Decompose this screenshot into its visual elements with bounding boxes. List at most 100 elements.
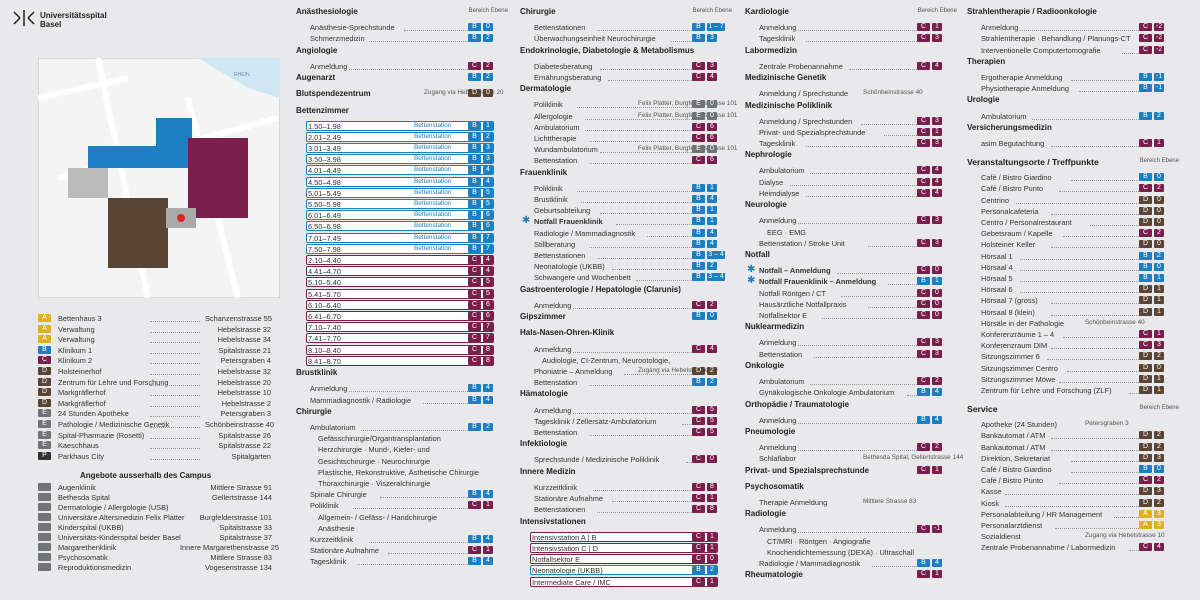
leader (790, 184, 917, 186)
entry-note: Petersgraben 3 (1085, 420, 1129, 428)
entry-note: Bettenstation (414, 155, 452, 163)
building-code: C (917, 310, 930, 319)
entry-label: Poliklinik (534, 183, 563, 193)
entry-label: Poliklinik (534, 100, 563, 110)
leader (883, 134, 917, 136)
building-code: B (692, 228, 705, 237)
building-code: C (917, 443, 930, 452)
floor: 3 (707, 61, 717, 70)
building-code: D (692, 366, 705, 375)
building-code: B (1139, 72, 1152, 81)
leader (1129, 393, 1139, 394)
leader (600, 68, 692, 70)
floor: 1 (707, 206, 717, 215)
floor: 4 (707, 72, 717, 81)
building-code: B (1139, 84, 1152, 93)
floor: 3 (932, 338, 942, 347)
entry-label: 4.50–4.98 (308, 177, 341, 187)
entry-label: Konferenzraum DIM (981, 341, 1048, 351)
section-title: Kardiologie (745, 7, 790, 16)
outside-title: Angebote ausserhalb des Campus (80, 471, 212, 481)
entry-label: Centro / Personalrestaurant (981, 218, 1072, 227)
entry-label: Gefässchirurgie/Organtransplantation (318, 434, 441, 444)
legend-address: Petersgraben 3 (220, 409, 271, 419)
leader (1070, 460, 1139, 462)
outside-label: Kinderspital (UKBB) (58, 523, 124, 533)
leader (1059, 381, 1139, 383)
entry-label: Herzchirurgie · Mund-, Kiefer- und (318, 445, 430, 455)
entry-label: Anmeldung (981, 23, 1019, 33)
building-code: D (38, 398, 51, 407)
leader (150, 321, 200, 322)
building-code: D (1139, 453, 1152, 462)
entry-label: Kiosk (981, 498, 1000, 508)
leader (798, 532, 917, 534)
building-code: D (38, 377, 51, 386)
floor: 0 (1154, 206, 1164, 215)
section-title: Frauenklinik (520, 167, 568, 177)
leader (1051, 314, 1139, 316)
section-title: Bettenzimmer (296, 105, 349, 115)
leader (600, 213, 692, 215)
entry-note: Bettenstation (414, 132, 452, 140)
leader (1020, 30, 1139, 32)
entry-label: Bankautomat / ATM (981, 442, 1046, 452)
section-title: Orthopädie / Traumatologie (745, 399, 850, 409)
leader (1051, 146, 1139, 148)
leader (1016, 202, 1139, 204)
entry-label: Notfall Frauenklinik – Anmeldung (759, 277, 877, 287)
campus-map: RHEIN (38, 58, 280, 298)
entry-note: Bettenstation (414, 244, 452, 252)
building-code: C (917, 188, 930, 197)
floor: 0 (1154, 218, 1164, 226)
building-code: A (38, 314, 51, 322)
entry-label: Tagesklinik (759, 139, 796, 149)
entry-label: 2.01–2.49 (308, 132, 341, 142)
entry-label: Radiologie / Mammadiagnostik (534, 228, 636, 238)
section-title: Augenarzt (296, 73, 336, 83)
entry-label: Anmeldung (759, 443, 797, 453)
outside-address: Burgfelderstrasse 101 (199, 513, 272, 523)
building-code: C (468, 323, 481, 332)
floor: -2 (1154, 45, 1164, 54)
section-title: Innere Medizin (520, 466, 576, 476)
building-code: C (468, 546, 481, 555)
section-title: Intensivstationen (520, 516, 586, 526)
building-code: C (692, 577, 705, 586)
leader (150, 395, 200, 397)
floor: 1 (483, 121, 493, 130)
section-title: Versicherungsmedizin (967, 122, 1052, 132)
building-code: C (917, 127, 930, 136)
legend-label: 24 Stunden Apotheke (58, 409, 129, 419)
building-code: C (692, 122, 705, 131)
floor: 2 (1154, 476, 1164, 485)
leader (1063, 236, 1139, 238)
entry-label: 1.50–1.98 (308, 121, 341, 131)
floor: 4 (483, 557, 493, 566)
floor: 2 (483, 422, 493, 431)
building-code: B (468, 557, 481, 566)
section-title: Neurologie (745, 200, 787, 210)
floor: -1 (1154, 72, 1164, 81)
building-code: B (917, 388, 930, 397)
floor: 2 (483, 132, 493, 141)
entry-label: Stationäre Aufnahme (310, 546, 380, 556)
leader (577, 107, 692, 109)
room-box (306, 243, 494, 254)
building-code: B (917, 415, 930, 424)
entry-label: Hörsaal 6 (981, 285, 1013, 295)
outside-label: Margarethenklinik (58, 543, 117, 553)
entry-label: Bettenstationen (534, 23, 586, 33)
building-code: C (917, 338, 930, 347)
floor: 2 (1154, 352, 1164, 361)
outside-label: Dermatologie / Allergologie (USB) (58, 503, 169, 513)
leader (1004, 494, 1139, 496)
room-box (530, 542, 718, 553)
entry-note: Bettenstation (414, 166, 452, 174)
room-box (306, 277, 494, 288)
entry-label: Neonatologie (UKBB) (534, 262, 605, 272)
building-code: C (917, 166, 930, 175)
leader (356, 564, 468, 566)
building-code: C (917, 61, 930, 70)
entry-note: Zugang via Hebelstrasse 10 (1085, 532, 1165, 540)
